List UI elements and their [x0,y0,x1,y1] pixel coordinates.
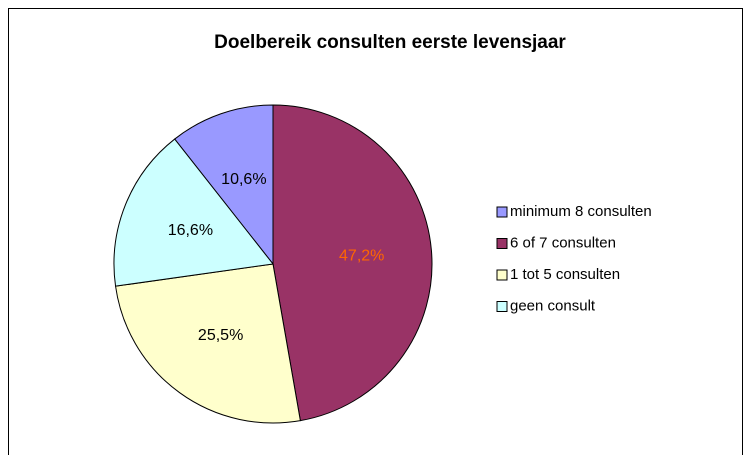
legend-swatch [496,269,508,281]
legend-label: 1 tot 5 consulten [510,266,620,283]
chart-title: Doelbereik consulten eerste levensjaar [214,32,566,53]
legend-label: minimum 8 consulten [510,203,652,220]
legend-swatch [496,301,508,312]
legend-label: geen consult [510,297,596,314]
pie-slice [272,104,433,422]
legend-swatch [496,206,508,218]
data-label: 25,5% [198,327,243,344]
legend-swatch [496,238,508,249]
data-label: 16,6% [168,222,213,239]
pie-slice [114,263,301,424]
data-label: 47,2% [339,248,384,265]
legend-label: 6 of 7 consulten [510,234,616,251]
data-label: 10,6% [221,171,266,188]
pie-slice [173,104,274,266]
pie-slice [113,138,274,287]
